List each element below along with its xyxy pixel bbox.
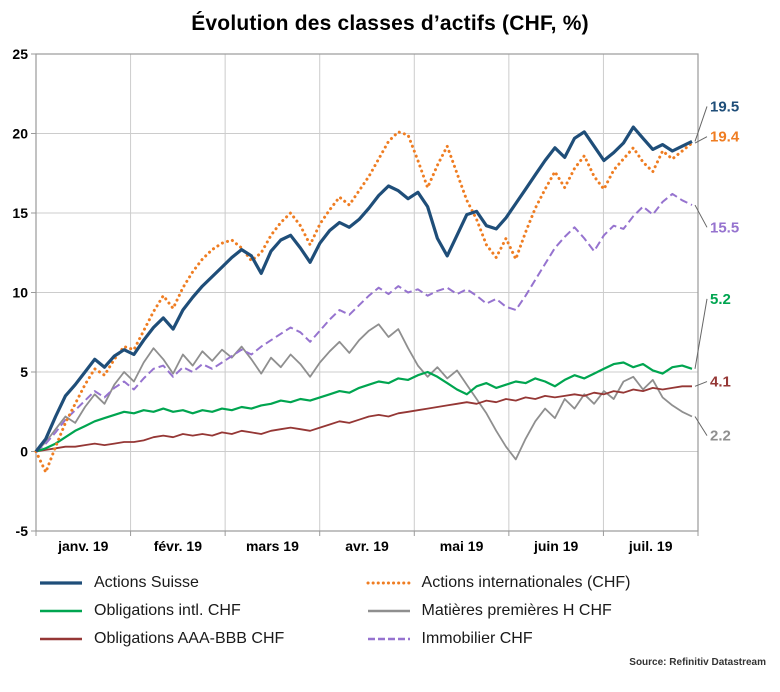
x-tick-label: mars 19 (246, 538, 299, 554)
y-tick-label: 0 (20, 444, 28, 460)
x-tick-label: janv. 19 (57, 538, 109, 554)
plot-border (35, 53, 699, 532)
legend-item-actions-suisse: Actions Suisse (38, 571, 366, 595)
y-tick-label: -5 (16, 523, 29, 539)
legend-label-obligations-intl-chf: Obligations intl. CHF (94, 602, 241, 619)
end-value-label-actions-internationales-chf: 19.4 (710, 129, 740, 146)
legend-label-immobilier-chf: Immobilier CHF (421, 630, 533, 647)
legend-label-obligations-aaa-bbb-chf: Obligations AAA-BBB CHF (94, 630, 285, 647)
series-line-actions-internationales-chf (34, 130, 694, 474)
y-tick-label: 20 (12, 126, 28, 142)
legend-item-obligations-intl-chf: Obligations intl. CHF (38, 599, 366, 623)
x-tick-label: avr. 19 (345, 538, 389, 554)
end-value-label-mati-res-premi-res-h-chf: 2.2 (710, 428, 731, 445)
end-label-leader-obligations-aaa-bbb-chf (694, 381, 708, 387)
legend-swatch-obligations-intl-chf (40, 609, 82, 613)
y-tick-label: 5 (20, 364, 28, 380)
end-value-label-actions-suisse: 19.5 (710, 98, 739, 115)
end-label-leader-actions-suisse (694, 106, 708, 142)
end-value-label-obligations-intl-chf: 5.2 (710, 291, 731, 308)
legend-label-actions-internationales-chf: Actions internationales (CHF) (421, 574, 631, 591)
legend-item-actions-internationales-chf: Actions internationales (CHF) (366, 571, 750, 595)
series-line-actions-suisse (34, 125, 693, 453)
y-tick-label: 10 (12, 285, 28, 301)
y-tick-label: 15 (12, 205, 28, 221)
series-line-obligations-aaa-bbb-chf (35, 385, 692, 453)
y-tick-label: 25 (12, 46, 28, 62)
chart-legend: Actions Suisse Actions internationales (C… (0, 565, 780, 651)
legend-item-mati-res-premi-res-h-chf: Matières premières H CHF (366, 599, 750, 623)
series-line-obligations-intl-chf (35, 361, 693, 453)
end-value-label-obligations-aaa-bbb-chf: 4.1 (710, 374, 731, 391)
page-title: Évolution des classes d’actifs (CHF, %) (191, 12, 589, 35)
legend-swatch-actions-suisse (40, 581, 82, 585)
asset-classes-line-chart: -5 0 5 10 15 20 25 janv. 19 févr. 19 mars 19 avr. … (12, 46, 740, 554)
x-tick-label: mai 19 (440, 538, 484, 554)
legend-label-mati-res-premi-res-h-chf: Matières premières H CHF (421, 602, 612, 619)
end-label-leader-immobilier-chf (694, 204, 708, 228)
legend-label-actions-suisse: Actions Suisse (94, 574, 199, 591)
end-label-leader-obligations-intl-chf (694, 298, 708, 369)
series-line-mati-res-premi-res-h-chf (35, 323, 693, 461)
legend-item-obligations-aaa-bbb-chf: Obligations AAA-BBB CHF (38, 627, 366, 651)
chart-area: -5 0 5 10 15 20 25 janv. 19 févr. 19 mars 19 avr. … (0, 40, 780, 565)
legend-swatch-actions-internationales-chf (366, 581, 412, 585)
legend-swatch-mati-res-premi-res-h-chf (367, 609, 410, 613)
end-label-leader-actions-internationales-chf (694, 136, 708, 144)
legend-swatch-obligations-aaa-bbb-chf (40, 637, 82, 641)
x-tick-label: juin 19 (533, 538, 579, 554)
series-line-immobilier-chf (35, 192, 693, 453)
x-tick-label: juil. 19 (628, 538, 673, 554)
legend-swatch-immobilier-chf (367, 637, 410, 641)
legend-item-immobilier-chf: Immobilier CHF (366, 627, 750, 651)
end-value-label-immobilier-chf: 15.5 (710, 219, 739, 236)
end-label-leader-mati-res-premi-res-h-chf (694, 416, 708, 436)
x-tick-label: févr. 19 (154, 538, 202, 554)
source-note: Source: Refinitiv Datastream (629, 657, 766, 668)
